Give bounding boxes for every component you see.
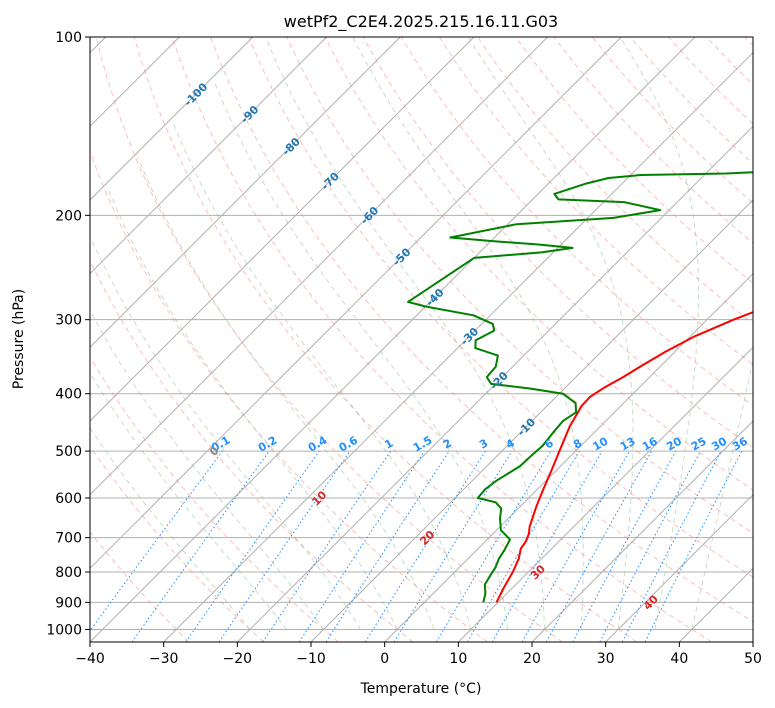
- axis-ticks: −40 −30 −20 −10 0 10 20 30 40 50 100 200 300 400 500 60…: [46, 30, 762, 667]
- dry-adiabats: [90, 37, 753, 642]
- dry-adiabat: [90, 150, 488, 642]
- mixing-ratio-line: [90, 450, 223, 632]
- dry-adiabat: [515, 37, 753, 284]
- isotherm-line: [90, 37, 401, 349]
- x-tick-label: 0: [380, 651, 389, 667]
- y-tick-label: 100: [55, 30, 82, 46]
- y-tick-label: 1000: [46, 622, 82, 638]
- moist-adiabat: [107, 188, 398, 630]
- isotherm-line: [90, 37, 696, 642]
- isotherm-line: [605, 493, 753, 642]
- y-tick-label: 700: [55, 531, 82, 547]
- moist-adiabat: [90, 309, 324, 630]
- mixing-ratio-lines: [90, 450, 743, 642]
- mixing-ratio-line: [325, 450, 450, 642]
- moist-adiabat: [90, 235, 361, 630]
- dry-adiabat: [210, 37, 753, 623]
- dry-adiabat: [90, 531, 190, 642]
- mixing-ratio-line: [521, 450, 630, 642]
- mixing-ratio-line: [393, 450, 513, 642]
- x-tick-label: −40: [75, 651, 105, 667]
- dry-adiabat: [286, 37, 753, 534]
- x-tick-label: −20: [223, 651, 253, 667]
- isotherm-line: [90, 37, 328, 275]
- moist-adiabat: [467, 37, 634, 630]
- isotherm-line: [90, 37, 622, 570]
- moist-adiabat: [214, 83, 509, 630]
- isotherm-line: [163, 51, 753, 642]
- isotherm-line: [457, 346, 753, 642]
- y-tick-label: 800: [55, 565, 82, 581]
- x-tick-label: 20: [523, 651, 541, 667]
- isotherm-line: [752, 641, 753, 642]
- dry-adiabat: [95, 37, 563, 642]
- x-tick-label: −10: [296, 651, 326, 667]
- x-tick-label: 30: [597, 651, 615, 667]
- dry-adiabat: [248, 37, 753, 578]
- dry-adiabat: [400, 37, 753, 407]
- pressure-gridlines: [90, 37, 753, 630]
- dry-adiabat: [171, 37, 712, 642]
- y-axis-label: Pressure (hPa): [11, 289, 27, 389]
- moist-adiabats: [90, 37, 753, 630]
- mixing-ratio-line: [185, 450, 320, 642]
- y-tick-label: 300: [55, 313, 82, 329]
- y-tick-label: 900: [55, 595, 82, 611]
- plot-frame: [89, 36, 754, 643]
- temperature-profile: [495, 311, 753, 603]
- mixing-ratio-line: [262, 450, 392, 642]
- mixing-ratio-line: [131, 450, 270, 642]
- dewpoint-profile: [407, 171, 753, 603]
- mixing-ratio-line: [298, 450, 425, 642]
- dry-adiabat: [90, 259, 414, 642]
- y-tick-label: 500: [55, 444, 82, 460]
- y-tick-label: 200: [55, 208, 82, 224]
- x-tick-label: 10: [449, 651, 467, 667]
- isotherm-line: [90, 37, 475, 422]
- dry-adiabat: [133, 37, 638, 642]
- y-tick-label: 600: [55, 491, 82, 507]
- isotherm-line: [531, 420, 753, 642]
- plot-area: [90, 37, 753, 642]
- mixing-ratio-line: [545, 450, 653, 642]
- skewed-isotherms: [90, 37, 753, 642]
- moist-adiabat: [619, 37, 699, 630]
- plot-background: [90, 37, 753, 642]
- x-axis-label: Temperature (°C): [360, 681, 482, 697]
- dry-adiabat: [438, 37, 753, 366]
- chart-title: wetPf2_C2E4.2025.215.16.11.G03: [284, 12, 558, 32]
- moist-adiabat: [691, 358, 753, 630]
- x-tick-label: −30: [149, 651, 179, 667]
- dry-adiabat: [90, 445, 264, 642]
- x-tick-label: 50: [744, 651, 762, 667]
- moist-adiabat: [265, 37, 546, 630]
- isotherm-line: [90, 37, 549, 496]
- dry-adiabat: [90, 356, 339, 642]
- x-tick-label: 40: [670, 651, 688, 667]
- y-tick-label: 400: [55, 387, 82, 403]
- sounding-profiles: [407, 171, 753, 603]
- moist-adiabat: [352, 37, 584, 630]
- mixing-ratio-line: [644, 450, 743, 642]
- isotherm-line: [90, 37, 254, 201]
- isotherm-line: [236, 125, 753, 642]
- mixing-ratio-line: [218, 450, 351, 642]
- moist-adiabat: [172, 123, 472, 630]
- moist-adiabat: [90, 427, 251, 630]
- mixing-ratio-line: [572, 450, 677, 642]
